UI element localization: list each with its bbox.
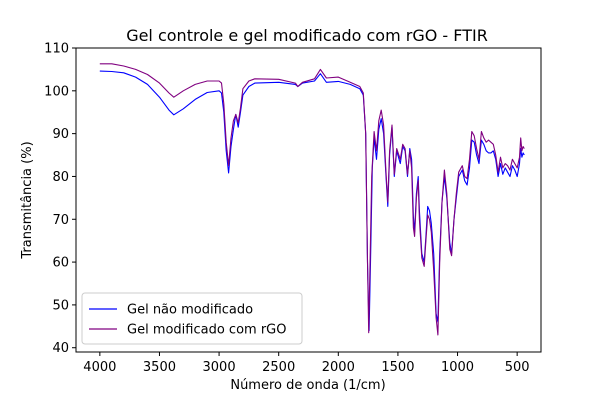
y-tick-label: 100 <box>44 84 69 99</box>
y-axis-label: Transmitância (%) <box>20 141 35 259</box>
x-tick-label: 4000 <box>83 360 116 375</box>
x-tick-label: 500 <box>505 360 530 375</box>
y-tick-label: 40 <box>52 341 69 356</box>
y-tick-label: 70 <box>52 213 69 228</box>
x-tick-label: 1500 <box>381 360 414 375</box>
y-axis: 40 50 60 70 80 90 100 110 <box>44 42 76 356</box>
x-tick-label: 1000 <box>441 360 474 375</box>
x-tick-label: 2500 <box>262 360 295 375</box>
x-tick-label: 3000 <box>203 360 236 375</box>
legend: Gel não modificado Gel modificado com rG… <box>81 292 303 345</box>
y-tick-label: 50 <box>52 298 69 313</box>
y-tick-label: 90 <box>52 127 69 142</box>
chart-title: Gel controle e gel modificado com rGO - … <box>126 26 488 45</box>
legend-label-gel-modificado-rgo: Gel modificado com rGO <box>127 323 287 338</box>
y-tick-label: 80 <box>52 170 69 185</box>
x-tick-label: 2000 <box>322 360 355 375</box>
x-axis-label: Número de onda (1/cm) <box>230 378 385 393</box>
y-tick-label: 110 <box>44 42 69 57</box>
legend-label-gel-nao-modificado: Gel não modificado <box>127 303 253 318</box>
plot-area <box>75 47 542 353</box>
y-tick-label: 60 <box>52 256 69 271</box>
plot-frame <box>75 47 542 353</box>
legend-box <box>81 292 303 345</box>
series-line-1 <box>99 63 525 336</box>
x-axis: 4000 3500 3000 2500 2000 1500 1000 500 <box>83 352 530 375</box>
series-layer <box>99 63 525 336</box>
x-tick-label: 3500 <box>143 360 176 375</box>
